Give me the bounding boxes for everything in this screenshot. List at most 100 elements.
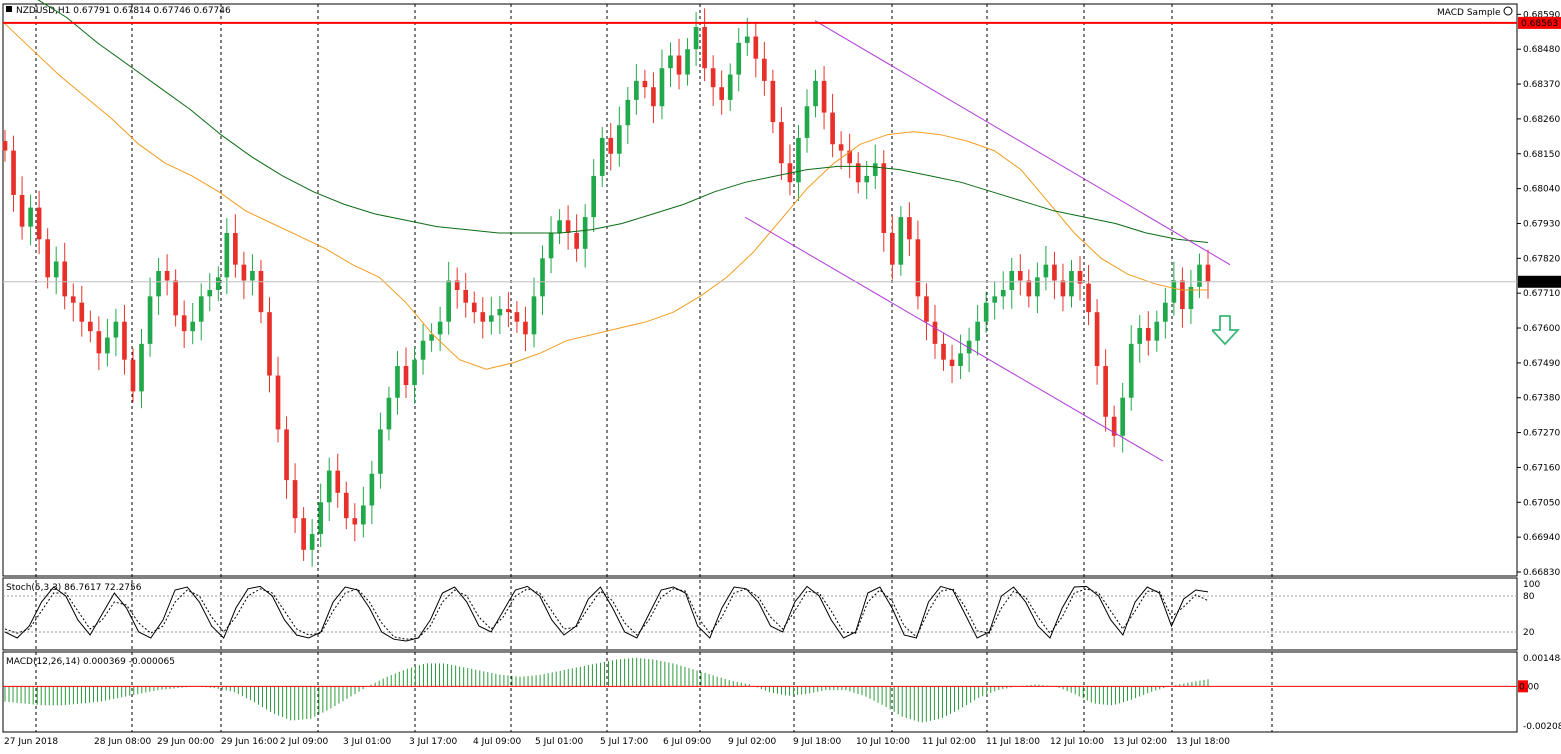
candle-body	[463, 290, 469, 303]
x-tick-label: 13 Jul 18:00	[1176, 737, 1230, 747]
candle-body	[1188, 286, 1194, 310]
candle-body	[582, 217, 588, 249]
candle-body	[1077, 270, 1083, 284]
candle-body	[1154, 321, 1160, 341]
candle-body	[872, 163, 878, 176]
candle-body	[992, 296, 998, 303]
candle-body	[215, 277, 221, 290]
candle-body	[855, 163, 861, 183]
candle-body	[1009, 270, 1015, 290]
y-tick-label: 0.67380	[1523, 394, 1560, 404]
y-tick-label: 0.68480	[1523, 45, 1560, 55]
candle-body	[1205, 264, 1211, 282]
candle-body	[181, 315, 187, 332]
candle-body	[45, 239, 50, 278]
candle-body	[96, 331, 102, 354]
x-tick-label: 5 Jul 17:00	[600, 737, 649, 747]
last-price-tag	[1518, 275, 1561, 288]
candle-body	[480, 312, 486, 322]
macd-zero-label: 0.00	[1519, 682, 1539, 692]
candle-body	[386, 397, 392, 430]
indicator-name: MACD Sample	[1437, 8, 1501, 18]
candle-body	[736, 42, 742, 75]
candle-body	[147, 296, 153, 344]
candle-body	[497, 309, 503, 316]
price-pane-frame	[2, 3, 1518, 577]
candle-body	[907, 217, 912, 240]
candle-body	[113, 321, 119, 338]
candle-body	[779, 122, 784, 164]
candle-body	[105, 337, 110, 354]
candle-body	[727, 74, 733, 100]
candle-body	[608, 137, 614, 154]
candle-body	[762, 58, 767, 81]
macd-header: MACD(12,26,14) 0.000369 -0.000065	[6, 657, 175, 667]
candle-body	[719, 87, 725, 100]
chart-header: NZDUSD,H1 0.67791 0.67814 0.67746 0.6774…	[16, 6, 231, 16]
candle-body	[53, 261, 59, 278]
candle-body	[830, 112, 835, 145]
candle-body	[744, 36, 750, 43]
x-tick-label: 13 Jul 02:00	[1113, 737, 1167, 747]
candle-body	[378, 429, 383, 474]
x-tick-label: 27 Jun 2018	[4, 737, 58, 747]
candle-body	[28, 207, 33, 227]
y-tick-label: 0.67160	[1523, 463, 1560, 473]
candle-body	[1069, 270, 1074, 297]
y-tick-label: 0.67930	[1523, 219, 1560, 229]
candle-body	[847, 150, 852, 164]
symbol-marker	[6, 6, 12, 12]
candle-body	[1128, 343, 1134, 398]
x-tick-label: 3 Jul 17:00	[409, 737, 458, 747]
y-tick-label: 0.67270	[1523, 429, 1560, 439]
candle-body	[190, 321, 196, 332]
candle-body	[1094, 312, 1100, 367]
candle-body	[258, 270, 264, 313]
macd-y-label: -0.002083	[1523, 722, 1561, 732]
candle-body	[676, 55, 682, 75]
y-tick-label: 0.68040	[1523, 185, 1560, 195]
candle-body	[420, 340, 426, 360]
candle-body	[514, 312, 520, 322]
candle-body	[625, 99, 631, 126]
candle-body	[591, 175, 597, 218]
y-tick-label: 0.66940	[1523, 533, 1560, 543]
candle-body	[352, 518, 358, 525]
candle-body	[881, 163, 887, 233]
y-tick-label: 0.67820	[1523, 254, 1560, 264]
resistance-price-tag	[1518, 16, 1561, 29]
candle-body	[574, 232, 579, 249]
candle-body	[1052, 264, 1057, 281]
y-tick-label: 0.68590	[1523, 10, 1560, 20]
candle-body	[949, 359, 955, 367]
candle-body	[1000, 290, 1006, 297]
x-tick-label: 9 Jul 02:00	[728, 737, 777, 747]
candle-body	[437, 321, 443, 335]
candle-body	[156, 270, 161, 297]
candle-body	[821, 80, 827, 113]
x-tick-label: 3 Jul 01:00	[343, 737, 392, 747]
x-tick-label: 28 Jun 08:00	[94, 737, 151, 747]
candle-body	[446, 280, 451, 322]
candle-body	[599, 137, 605, 176]
candle-body	[634, 80, 639, 100]
candle-body	[1180, 280, 1185, 310]
candle-body	[796, 137, 801, 183]
candle-body	[864, 175, 870, 183]
y-tick-label: 0.67050	[1523, 498, 1560, 508]
y-tick-label: 0.68150	[1523, 150, 1560, 160]
x-tick-label: 2 Jul 09:00	[280, 737, 329, 747]
candle-body	[284, 429, 289, 481]
candle-body	[804, 106, 810, 138]
x-tick-label: 9 Jul 18:00	[793, 737, 842, 747]
x-tick-label: 11 Jul 18:00	[986, 737, 1040, 747]
candle-body	[70, 296, 76, 303]
smiley-icon	[1503, 6, 1513, 16]
resistance-price-label: 0.68563	[1521, 19, 1558, 29]
candle-body	[403, 366, 409, 386]
candle-body	[565, 220, 571, 233]
y-tick-label: 0.67490	[1523, 359, 1560, 369]
candle-body	[301, 518, 306, 550]
